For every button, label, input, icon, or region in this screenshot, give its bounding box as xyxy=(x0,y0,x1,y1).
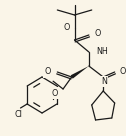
Text: NH: NH xyxy=(97,47,108,56)
Text: O: O xyxy=(119,67,126,76)
Text: O: O xyxy=(44,67,51,76)
Text: N: N xyxy=(101,77,107,86)
Text: O: O xyxy=(52,89,58,98)
Text: O: O xyxy=(95,30,101,38)
Text: O: O xyxy=(64,24,70,33)
Polygon shape xyxy=(71,66,89,79)
Text: Cl: Cl xyxy=(15,110,23,119)
